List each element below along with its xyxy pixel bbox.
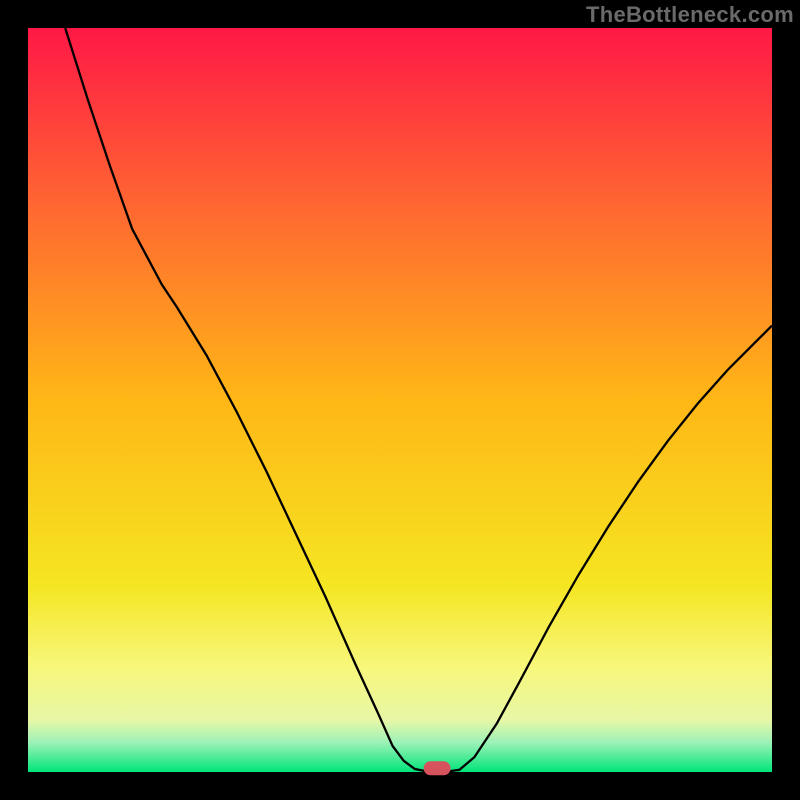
optimum-marker	[424, 762, 451, 775]
chart-frame: TheBottleneck.com	[0, 0, 800, 800]
watermark-text: TheBottleneck.com	[586, 2, 794, 28]
curve-svg	[28, 28, 772, 772]
bottleneck-curve	[65, 28, 772, 772]
plot-area	[28, 28, 772, 772]
